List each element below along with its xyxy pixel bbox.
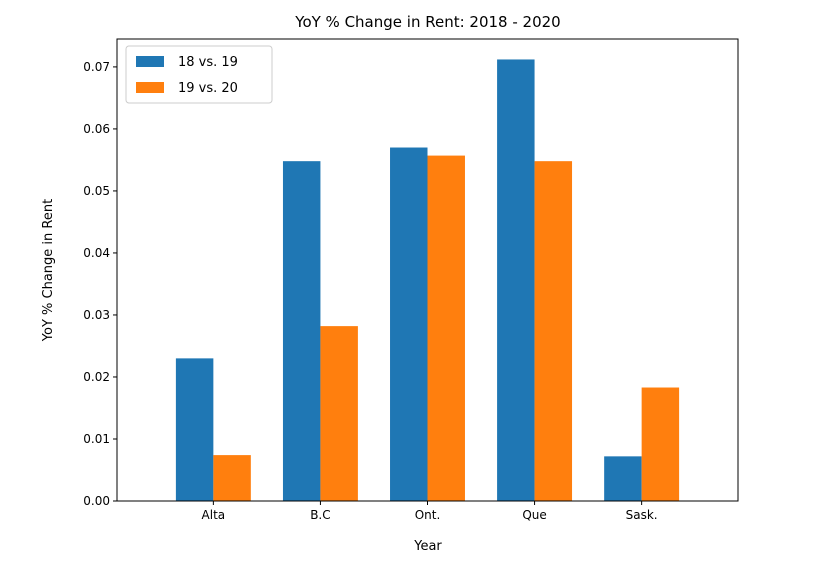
y-tick-label: 0.00: [83, 494, 110, 508]
y-tick-label: 0.02: [83, 370, 110, 384]
x-tick-label: Alta: [202, 508, 226, 522]
bar-series-2-que: [534, 161, 573, 502]
y-tick-label: 0.04: [83, 246, 110, 260]
bar-series-2-bc: [320, 326, 358, 501]
x-tick-label: Sask.: [626, 508, 658, 522]
y-tick-label: 0.05: [83, 184, 110, 198]
bar-series-1-sask: [604, 456, 642, 501]
bar-series-1-alta: [175, 358, 214, 501]
x-tick-label: B.C: [310, 508, 330, 522]
bar-series-1-bc: [282, 161, 321, 502]
x-tick-label: Ont.: [415, 508, 441, 522]
bar-series-1-ont: [390, 147, 428, 501]
legend-swatch-series-1: [136, 56, 164, 67]
y-tick-label: 0.07: [83, 60, 110, 74]
x-axis-ticks: Alta B.C Ont. Que Sask.: [202, 501, 658, 522]
legend: 18 vs. 19 19 vs. 20: [125, 45, 273, 104]
bar-series-2-ont: [427, 155, 465, 501]
legend-label-series-1: 18 vs. 19: [178, 55, 238, 70]
bar-series-2-alta: [213, 455, 251, 501]
x-axis-label: Year: [413, 539, 442, 554]
chart-title: YoY % Change in Rent: 2018 - 2020: [294, 13, 560, 31]
y-tick-label: 0.06: [83, 122, 110, 136]
y-axis-ticks: 0.00 0.01 0.02 0.03 0.04 0.05 0.06 0.07: [83, 60, 117, 508]
plot-frame: [116, 38, 739, 502]
legend-swatch-series-2: [136, 82, 164, 93]
x-tick-label: Que: [522, 508, 546, 522]
y-tick-label: 0.03: [83, 308, 110, 322]
y-tick-label: 0.01: [83, 432, 110, 446]
bars-group: [175, 59, 680, 502]
y-axis-label: YoY % Change in Rent: [41, 199, 56, 342]
bar-series-1-que: [497, 59, 535, 502]
bar-series-2-sask: [641, 387, 680, 501]
legend-label-series-2: 19 vs. 20: [178, 81, 238, 96]
